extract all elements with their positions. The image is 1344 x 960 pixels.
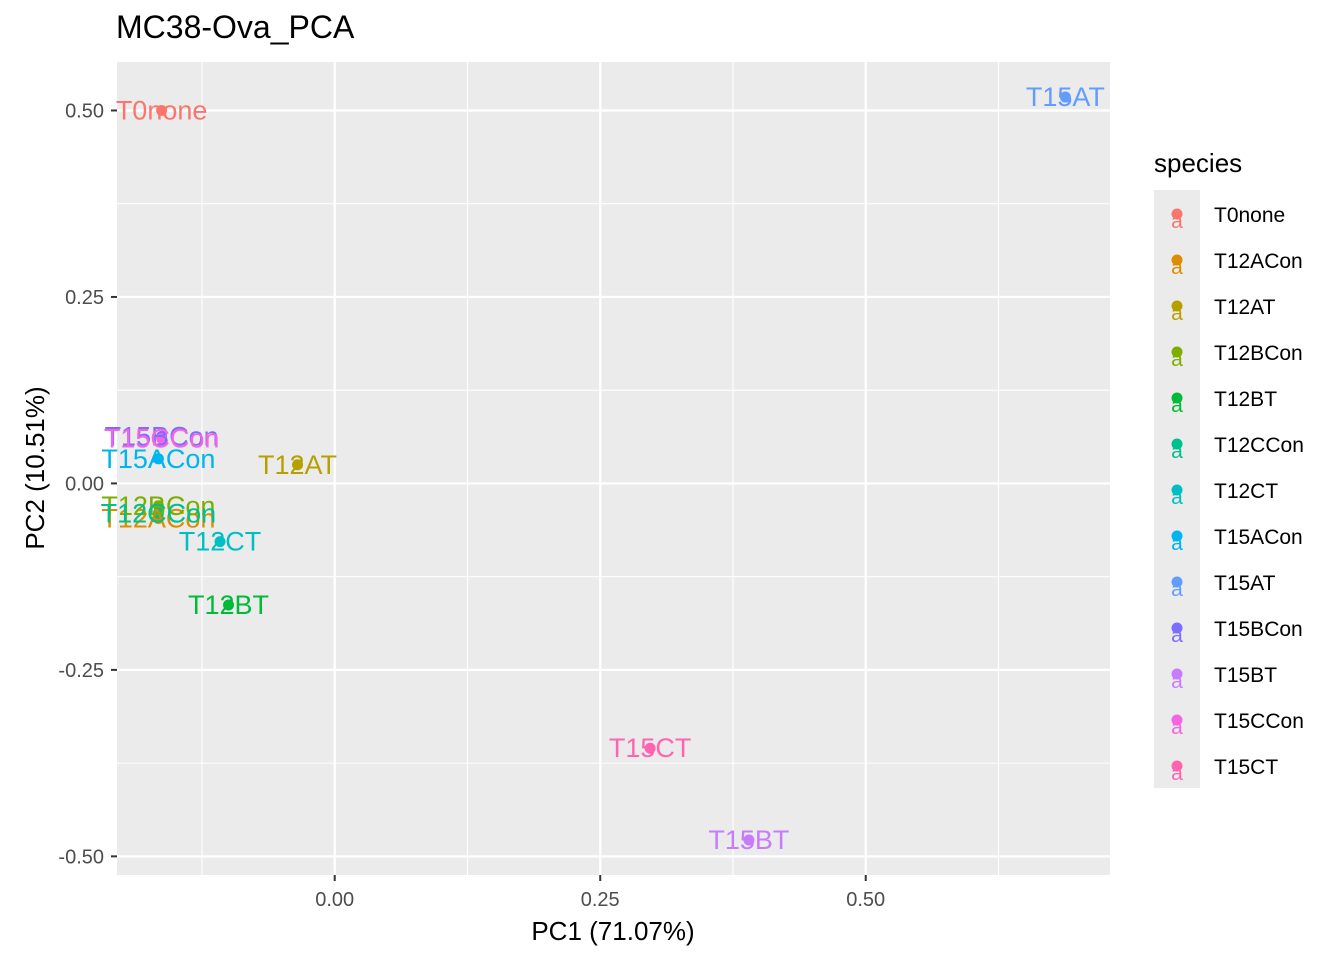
major-gridlines: [117, 62, 1110, 875]
legend-label-t15acon: T15ACon: [1214, 526, 1303, 549]
data-point-t12ccon: [152, 507, 164, 519]
legend-key-point: [1171, 576, 1183, 588]
legend-label-t12ct: T12CT: [1214, 480, 1278, 503]
legend-key-point: [1171, 254, 1183, 266]
legend-label-t0none: T0none: [1214, 204, 1285, 227]
data-point-t15acon: [152, 453, 164, 465]
point-label-t15bt: T15BT: [708, 825, 789, 855]
legend-label-t15bt: T15BT: [1214, 664, 1277, 687]
data-point-t15ccon: [156, 433, 168, 445]
point-label-t12ct: T12CT: [179, 527, 262, 557]
legend-key-point: [1171, 668, 1183, 680]
y-tick-label: 0.25: [65, 287, 104, 309]
point-label-t12at: T12AT: [258, 450, 337, 480]
legend-label-t12bcon: T12BCon: [1214, 342, 1303, 365]
legend-label-t12at: T12AT: [1214, 296, 1276, 319]
data-point-t12bt: [223, 599, 235, 611]
data-point-t12at: [292, 459, 304, 471]
legend-key-point: [1171, 622, 1183, 634]
legend-key-glyph: a: [1171, 486, 1183, 509]
data-point-t15bt: [743, 834, 755, 846]
data-point-t0none: [156, 104, 168, 116]
y-tick-label: -0.25: [58, 660, 104, 682]
legend-label-t15ct: T15CT: [1214, 756, 1278, 779]
point-labels: T0none T12ACon T12AT T12BCon T12BT T12CConT12…: [101, 82, 1105, 855]
legend-key-point: [1171, 714, 1183, 726]
x-tick-label: 0.25: [581, 889, 620, 911]
legend-key-point: [1171, 484, 1183, 496]
plot-panel: [117, 62, 1110, 875]
legend-key-glyph: a: [1171, 302, 1183, 325]
x-tick-label: 0.00: [315, 889, 354, 911]
legend-key-point: [1171, 438, 1183, 450]
x-tick-label: 0.50: [846, 889, 885, 911]
legend-key-point: [1171, 530, 1183, 542]
y-tick-label: -0.50: [58, 846, 104, 868]
legend-key-point: [1171, 760, 1183, 772]
legend-title: species: [1154, 148, 1242, 178]
data-point-t15ct: [644, 742, 656, 754]
legend-label-t12ccon: T12CCon: [1214, 434, 1304, 457]
legend-label-t15bcon: T15BCon: [1214, 618, 1303, 641]
y-axis: 0.50 0.25 0.00 -0.25 -0.50: [58, 100, 117, 868]
point-label-t12bcon: T12BCon: [101, 491, 215, 521]
data-point-t12ct: [214, 536, 226, 548]
legend-key-glyph: a: [1171, 256, 1183, 279]
point-label-t12acon: T12ACon: [101, 503, 215, 533]
minor-gridlines: [117, 62, 1110, 875]
y-tick-label: 0.00: [65, 473, 104, 495]
legend-items: a T0none a T12ACon a T12AT a T12BCon a T12BT a T12C…: [1171, 204, 1304, 785]
point-label-t0none: T0none: [116, 95, 208, 125]
x-axis: 0.00 0.25 0.50: [315, 875, 885, 911]
point-label-t15at: T15AT: [1026, 82, 1105, 112]
legend-key-point: [1171, 346, 1183, 358]
legend-key-glyph: a: [1171, 394, 1183, 417]
point-label-t12bt: T12BT: [188, 590, 269, 620]
x-axis-title: PC1 (71.07%): [531, 916, 694, 946]
legend-key-glyph: a: [1171, 670, 1183, 693]
legend: species a T0none a T12ACon a T12AT a T12BCon a T1…: [1154, 148, 1304, 788]
chart-title: MC38-Ova_PCA: [116, 9, 355, 45]
legend-key-glyph: a: [1171, 716, 1183, 739]
y-tick-label: 0.50: [65, 100, 104, 122]
point-label-t15bcon: T15BCon: [105, 421, 219, 451]
y-axis-title: PC2 (10.51%): [20, 386, 50, 549]
legend-key-point: [1171, 300, 1183, 312]
point-label-t12ccon: T12CCon: [101, 498, 217, 528]
legend-key-glyph: a: [1171, 532, 1183, 555]
legend-label-t15ccon: T15CCon: [1214, 710, 1304, 733]
legend-label-t15at: T15AT: [1214, 572, 1276, 595]
legend-key-glyph: a: [1171, 578, 1183, 601]
legend-key-glyph: a: [1171, 762, 1183, 785]
legend-label-t12acon: T12ACon: [1214, 250, 1303, 273]
point-label-t15ccon: T15CCon: [104, 424, 220, 454]
legend-key-point: [1171, 208, 1183, 220]
legend-key-glyph: a: [1171, 624, 1183, 647]
point-label-t15acon: T15ACon: [101, 444, 215, 474]
legend-key-glyph: a: [1171, 348, 1183, 371]
legend-key-glyph: a: [1171, 210, 1183, 233]
data-points: [152, 91, 1071, 846]
data-point-t15at: [1059, 91, 1071, 103]
point-label-t15ct: T15CT: [609, 733, 692, 763]
legend-key-glyph: a: [1171, 440, 1183, 463]
legend-label-t12bt: T12BT: [1214, 388, 1277, 411]
legend-key-point: [1171, 392, 1183, 404]
